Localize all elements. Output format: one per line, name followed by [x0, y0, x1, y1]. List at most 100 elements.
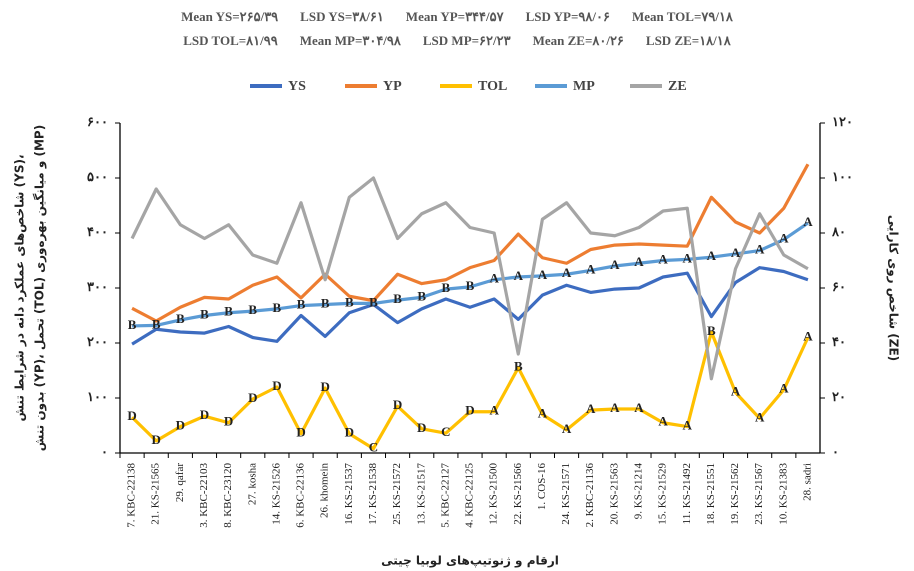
data-letter: B: [200, 306, 209, 321]
data-letter: B: [297, 297, 306, 312]
data-letter: D: [152, 432, 161, 447]
y-axis-title: بدون تنش (YP)، تحمل (TOL) و میانگین بهره…: [33, 125, 48, 451]
x-tick-label: 11. KS-21492: [681, 463, 693, 524]
stats-line: Mean YS=۲۶۵/۳۹ LSD YS=۳۸/۶۱ Mean YP=۳۴۴/۵۷…: [181, 9, 734, 24]
data-letter: B: [393, 291, 402, 306]
data-letter: D: [345, 425, 354, 440]
data-letter: B: [369, 294, 378, 309]
data-letter: A: [658, 414, 668, 429]
data-letter: C: [441, 424, 450, 439]
data-letter: A: [658, 251, 668, 266]
x-tick-label: 29. qafar: [174, 463, 186, 502]
data-letter: D: [320, 379, 329, 394]
data-letter: A: [755, 409, 765, 424]
data-letter: B: [224, 304, 233, 319]
x-tick-label: 1. COS-16: [536, 463, 548, 511]
data-letter: A: [489, 403, 499, 418]
data-letter: A: [514, 268, 524, 283]
x-tick-label: 13. KS-21517: [415, 463, 427, 525]
data-letter: B: [514, 359, 523, 374]
data-letter: A: [538, 405, 548, 420]
data-letter: A: [779, 231, 789, 246]
x-tick-label: 23. KS-21567: [753, 463, 765, 525]
stat: LSD TOL=۸۱/۹۹: [183, 33, 277, 48]
stat: LSD YP=۹۸/۰۶: [526, 9, 610, 24]
data-letter: A: [610, 257, 620, 272]
stat: LSD MP=۶۲/۲۳: [423, 33, 511, 48]
x-tick-label: 20. KS-21563: [608, 463, 620, 525]
y-tick-label: ۱۰۰: [87, 389, 108, 404]
x-tick-label: 27. kosha: [246, 463, 258, 505]
data-letter: D: [296, 425, 305, 440]
series-line: [131, 163, 810, 323]
y2-tick-label: ۰: [832, 444, 839, 459]
legend-label: MP: [573, 79, 595, 94]
x-tick-label: 10. KS-21383: [777, 463, 789, 525]
data-letter: A: [755, 242, 765, 257]
stat: Mean ZE=۸۰/۲۶: [533, 33, 624, 48]
data-letter: B: [176, 311, 185, 326]
data-letter: B: [152, 316, 161, 331]
stat: Mean YP=۳۴۴/۵۷: [406, 9, 505, 24]
y-tick-label: ۳۰۰: [87, 279, 108, 294]
x-tick-label: 26. khomein: [319, 463, 331, 518]
y2-tick-label: ۸۰: [831, 224, 846, 239]
data-letter: D: [393, 397, 402, 412]
x-tick-label: 17. KS-21538: [367, 463, 379, 525]
data-letter: D: [127, 408, 136, 423]
y-tick-label: ۴۰۰: [87, 224, 108, 239]
x-tick-label: 19. KS-21562: [729, 463, 741, 525]
series-line: [130, 330, 810, 451]
series-line: [130, 176, 809, 381]
stat: LSD ZE=۱۸/۱۸: [646, 33, 732, 48]
y-tick-label: ۲۰۰: [87, 334, 108, 349]
y2-tick-label: ۴۰: [832, 334, 846, 349]
stat: Mean MP=۳۰۴/۹۸: [300, 33, 402, 48]
data-letter: A: [803, 328, 813, 343]
x-tick-label: 15. KS-21529: [657, 463, 669, 525]
legend-label: YS: [288, 79, 306, 94]
x-tick-label: 14. KS-21526: [270, 463, 282, 525]
data-letter: D: [200, 407, 209, 422]
legend-label: TOL: [478, 79, 507, 94]
data-letter: B: [128, 317, 137, 332]
y2-tick-label: ۶۰: [832, 279, 846, 294]
data-letter: C: [369, 440, 378, 455]
y-axis-title: شاخص‌های عملکرد دانه در شرایط تنش (YS)،: [13, 154, 27, 421]
series-line: [131, 266, 809, 346]
stat: Mean TOL=۷۹/۱۸: [632, 9, 734, 24]
y-tick-label: ۶۰۰: [87, 114, 108, 129]
legend-label: YP: [383, 79, 402, 94]
data-letter: B: [466, 278, 475, 293]
y2-tick-label: ۱۲۰: [832, 114, 853, 129]
stat: LSD YS=۳۸/۶۱: [300, 9, 384, 24]
data-letter: A: [731, 245, 741, 260]
stat: Mean YS=۲۶۵/۳۹: [181, 9, 278, 24]
data-letter: B: [321, 295, 330, 310]
data-letter: B: [417, 288, 426, 303]
x-tick-label: 18. KS-21551: [705, 463, 717, 525]
data-letter: B: [248, 302, 257, 317]
data-letter: A: [707, 248, 717, 263]
data-letter: B: [273, 300, 282, 315]
y-tick-label: ۵۰۰: [87, 169, 108, 184]
x-tick-label: 21. KS-21565: [150, 463, 162, 525]
x-tick-label: 25. KS-21572: [391, 463, 403, 525]
data-letter: A: [683, 418, 693, 433]
x-tick-label: 24. KS-21571: [560, 463, 572, 525]
data-letter: D: [465, 403, 474, 418]
data-letter: A: [683, 250, 693, 265]
x-tick-label: 4. KBC-22125: [464, 463, 476, 528]
data-letter: A: [779, 381, 789, 396]
y-tick-label: ۰: [101, 444, 108, 459]
y2-axis-title: شاخص روی کارایی (ZE): [886, 215, 901, 361]
x-tick-label: 6. KBC-22136: [295, 463, 307, 528]
data-letter: D: [224, 414, 233, 429]
data-letter: A: [803, 214, 813, 229]
x-tick-label: 3. KBC-22103: [198, 463, 210, 528]
data-letter: A: [562, 265, 572, 280]
x-tick-label: 8. KBC-23120: [222, 463, 234, 528]
y2-tick-label: ۲۰: [832, 389, 846, 404]
data-letter: B: [345, 294, 354, 309]
legend-label: ZE: [668, 79, 687, 94]
